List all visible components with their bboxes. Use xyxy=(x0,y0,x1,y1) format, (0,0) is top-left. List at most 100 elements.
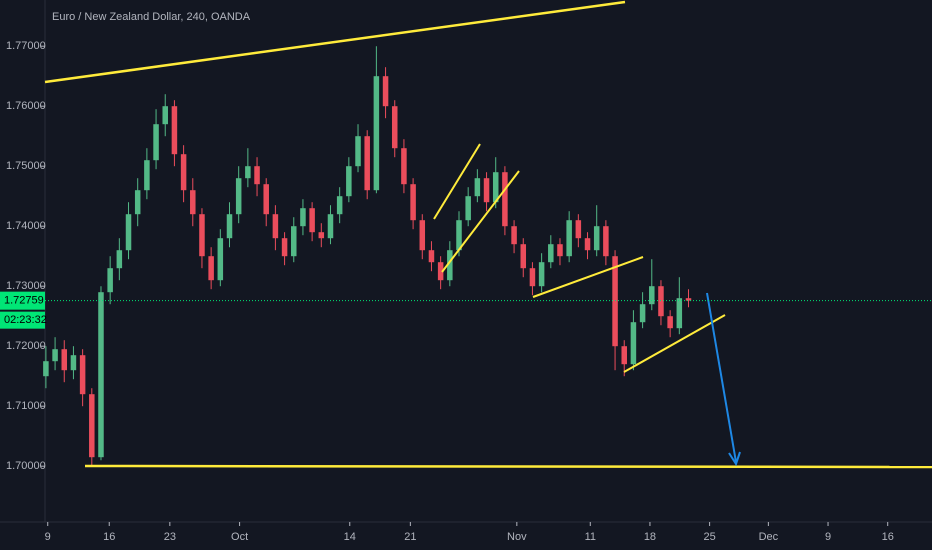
y-tick-label: 1.75000 xyxy=(6,160,46,172)
last-price-label: 1.72759 xyxy=(4,295,44,307)
candle-body xyxy=(245,166,251,179)
x-tick-label: 21 xyxy=(404,531,416,543)
candle-body xyxy=(667,316,673,329)
countdown-box xyxy=(0,311,45,329)
candle-body xyxy=(208,256,214,281)
trend-line xyxy=(623,314,726,373)
candle-body xyxy=(171,106,178,155)
x-tick-label: 9 xyxy=(45,531,51,543)
x-tick-label: 23 xyxy=(164,531,176,543)
candle-body xyxy=(70,355,77,371)
candle-body xyxy=(180,154,187,191)
channel-line xyxy=(441,170,520,273)
x-tick-label: 14 xyxy=(344,531,356,543)
candle-body xyxy=(474,178,481,197)
candle-body xyxy=(272,214,279,239)
candle-body xyxy=(658,286,664,317)
candle-body xyxy=(263,184,269,215)
candle-body xyxy=(575,220,582,239)
candle-body xyxy=(639,304,646,323)
candle-body xyxy=(566,220,572,257)
candle-body xyxy=(410,184,416,221)
candle-body xyxy=(162,106,168,125)
candle-body xyxy=(447,250,453,281)
support-line xyxy=(84,464,932,469)
y-tick-label: 1.73000 xyxy=(6,280,46,292)
candle-body xyxy=(79,355,86,395)
candle-body xyxy=(419,220,426,251)
candle-body xyxy=(107,268,113,293)
trend-line xyxy=(44,0,626,84)
x-tick-label: 11 xyxy=(585,531,596,543)
candle-body xyxy=(373,76,380,191)
candle-body xyxy=(401,148,407,185)
y-tick-label: 1.72000 xyxy=(6,340,46,352)
candle-body xyxy=(355,136,361,167)
x-tick-label: Dec xyxy=(759,531,779,543)
x-tick-label: 9 xyxy=(825,531,831,543)
x-tick-label: 25 xyxy=(703,531,715,543)
chart-title: Euro / New Zealand Dollar, 240, OANDA xyxy=(52,11,251,23)
candle-body xyxy=(190,190,196,215)
candle-body xyxy=(685,298,692,301)
candle-body xyxy=(309,208,315,233)
candle-body xyxy=(584,238,591,251)
candle-body xyxy=(621,346,627,365)
trend-line xyxy=(532,256,644,298)
candle-body xyxy=(235,178,242,215)
candle-body xyxy=(612,256,618,347)
candle-body xyxy=(511,226,517,245)
candle-body xyxy=(676,298,683,329)
drawings xyxy=(44,0,932,469)
candle-body xyxy=(603,226,609,257)
candle-body xyxy=(327,214,334,239)
candle-body xyxy=(291,226,297,257)
candle-body xyxy=(153,124,159,161)
candle-body xyxy=(144,160,150,191)
countdown-label: 02:23:32 xyxy=(4,314,47,326)
candle-body xyxy=(217,238,224,281)
arrow-head xyxy=(728,451,741,467)
y-tick-label: 1.70000 xyxy=(6,460,46,472)
candle-body xyxy=(465,196,471,221)
candle-body xyxy=(548,244,554,263)
candle-body xyxy=(98,292,104,458)
x-tick-label: Oct xyxy=(231,531,248,543)
x-tick-label: Nov xyxy=(507,531,527,543)
channel-line xyxy=(433,143,481,220)
plot xyxy=(43,46,692,467)
last-price-box xyxy=(0,291,45,310)
candle-body xyxy=(382,76,389,107)
candle-body xyxy=(456,220,462,251)
candle-body xyxy=(529,268,536,287)
candle-body xyxy=(520,244,527,269)
candle-body xyxy=(346,166,352,197)
x-tick-label: 18 xyxy=(644,531,656,543)
y-tick-label: 1.76000 xyxy=(6,100,46,112)
candle-body xyxy=(199,214,205,257)
candle-body xyxy=(134,190,141,215)
candle-body xyxy=(281,238,288,257)
candle-body xyxy=(116,250,123,269)
candle-body xyxy=(254,166,260,185)
x-tick-label: 16 xyxy=(103,531,115,543)
candle-body xyxy=(125,214,132,251)
y-tick-label: 1.74000 xyxy=(6,220,46,232)
candle-body xyxy=(364,136,370,191)
candle-body xyxy=(336,196,343,215)
candle-body xyxy=(492,172,499,203)
x-tick-label: 16 xyxy=(882,531,894,543)
candle-body xyxy=(630,322,637,365)
candle-body xyxy=(428,250,435,263)
candle-body xyxy=(391,106,398,149)
candle-body xyxy=(43,361,49,377)
candle-body xyxy=(318,232,325,239)
candle-body xyxy=(593,226,600,251)
candle-body xyxy=(538,262,545,287)
candle-body xyxy=(52,349,58,362)
candle-body xyxy=(300,208,306,227)
candle-body xyxy=(557,244,563,257)
candle-body xyxy=(483,178,490,203)
